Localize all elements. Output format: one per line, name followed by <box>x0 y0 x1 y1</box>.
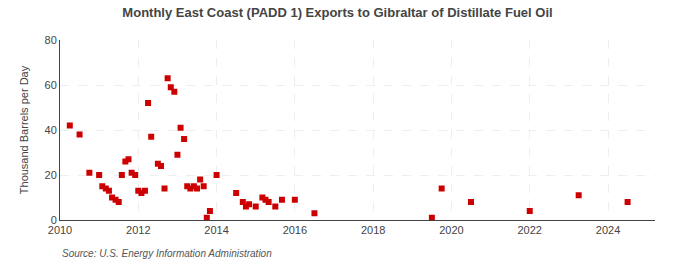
svg-text:2018: 2018 <box>361 224 385 236</box>
svg-text:2020: 2020 <box>439 224 463 236</box>
svg-text:20: 20 <box>45 169 57 181</box>
svg-text:Thousand Barrels per Day: Thousand Barrels per Day <box>18 65 30 194</box>
svg-text:40: 40 <box>45 124 57 136</box>
svg-text:0: 0 <box>51 214 57 226</box>
svg-text:Monthly East Coast (PADD 1) Ex: Monthly East Coast (PADD 1) Exports to G… <box>122 5 552 20</box>
svg-text:2016: 2016 <box>283 224 307 236</box>
svg-text:2022: 2022 <box>517 224 541 236</box>
svg-text:Source: U.S. Energy Informatio: Source: U.S. Energy Information Administ… <box>62 248 272 259</box>
svg-text:2014: 2014 <box>204 224 228 236</box>
svg-text:2012: 2012 <box>126 224 150 236</box>
svg-text:80: 80 <box>45 34 57 46</box>
svg-text:60: 60 <box>45 79 57 91</box>
svg-text:2010: 2010 <box>48 224 72 236</box>
svg-text:2024: 2024 <box>596 224 620 236</box>
